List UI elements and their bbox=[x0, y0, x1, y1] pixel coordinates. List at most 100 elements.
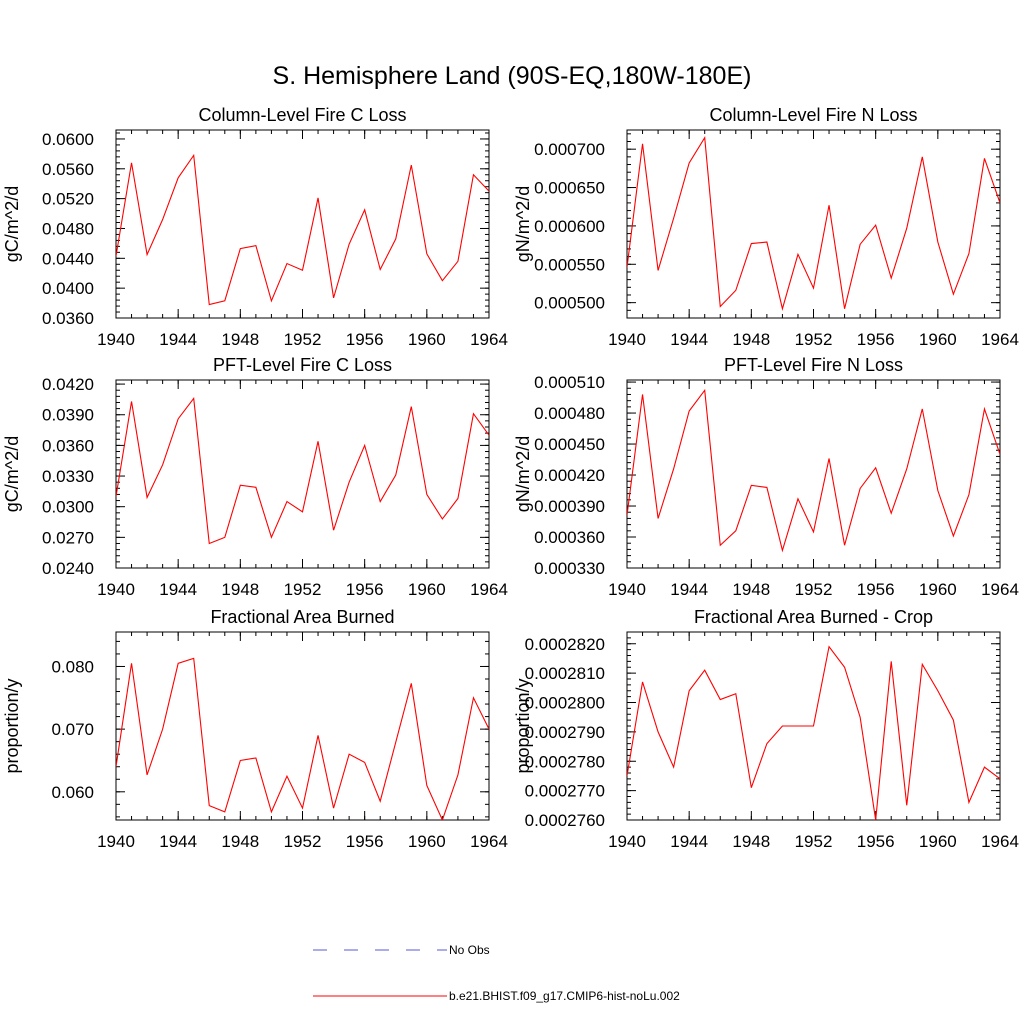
y-tick-label: 0.000420 bbox=[534, 466, 605, 485]
y-tick-label: 0.000700 bbox=[534, 140, 605, 159]
y-tick-label: 0.0390 bbox=[42, 406, 94, 425]
x-tick-label: 1960 bbox=[919, 832, 957, 851]
chart-panel-3: PFT-Level Fire C Loss gC/m^2/d 1940 1944 194… bbox=[2, 355, 508, 599]
x-tick-label: 1960 bbox=[408, 580, 446, 599]
x-tick-label: 1940 bbox=[608, 330, 646, 349]
y-tick-label: 0.000330 bbox=[534, 559, 605, 578]
legend-label: No Obs bbox=[449, 943, 490, 957]
x-tick-label: 1948 bbox=[732, 580, 770, 599]
x-tick-label: 1956 bbox=[346, 330, 384, 349]
x-tick-label: 1948 bbox=[221, 580, 259, 599]
x-tick-label: 1940 bbox=[97, 330, 135, 349]
y-tick-label: 0.0002820 bbox=[525, 635, 605, 654]
panels: Column-Level Fire C Loss gC/m^2/d 1940 1944… bbox=[2, 105, 1019, 851]
series-line bbox=[116, 657, 489, 820]
y-tick-label: 0.0002810 bbox=[525, 664, 605, 683]
chart-panel-2: Column-Level Fire N Loss gN/m^2/d 1940 1944… bbox=[513, 105, 1019, 349]
plot-frame bbox=[115, 379, 490, 569]
x-tick-label: 1948 bbox=[732, 330, 770, 349]
x-tick-label: 1940 bbox=[608, 580, 646, 599]
x-tick-label: 1948 bbox=[221, 832, 259, 851]
x-tick-label: 1944 bbox=[159, 330, 197, 349]
x-tick-label: 1964 bbox=[981, 330, 1019, 349]
series-line bbox=[116, 396, 489, 545]
y-tick-label: 0.0520 bbox=[42, 190, 94, 209]
y-tick-label: 0.0440 bbox=[42, 249, 94, 268]
x-tick-label: 1940 bbox=[608, 832, 646, 851]
x-tick-label: 1956 bbox=[346, 832, 384, 851]
y-tick-label: 0.0240 bbox=[42, 559, 94, 578]
x-tick-label: 1956 bbox=[857, 330, 895, 349]
y-tick-label: 0.0360 bbox=[42, 309, 94, 328]
y-tick-label: 0.0300 bbox=[42, 498, 94, 517]
series-line bbox=[627, 645, 1000, 820]
y-tick-label: 0.0480 bbox=[42, 219, 94, 238]
y-tick-label: 0.060 bbox=[51, 783, 94, 802]
x-tick-label: 1960 bbox=[408, 330, 446, 349]
y-tick-label: 0.0002760 bbox=[525, 811, 605, 830]
x-tick-label: 1956 bbox=[857, 832, 895, 851]
x-tick-label: 1948 bbox=[732, 832, 770, 851]
x-tick-label: 1952 bbox=[284, 580, 322, 599]
y-tick-label: 0.000600 bbox=[534, 217, 605, 236]
plot-frame bbox=[115, 631, 490, 821]
y-tick-label: 0.000390 bbox=[534, 497, 605, 516]
chart-panel-5: Fractional Area Burned proportion/y 1940 19… bbox=[2, 607, 508, 851]
x-tick-label: 1960 bbox=[919, 580, 957, 599]
y-axis-label: proportion/y bbox=[2, 678, 22, 773]
panel-title: PFT-Level Fire C Loss bbox=[213, 355, 392, 375]
x-tick-label: 1948 bbox=[221, 330, 259, 349]
y-tick-label: 0.000650 bbox=[534, 179, 605, 198]
y-tick-label: 0.000550 bbox=[534, 255, 605, 274]
x-tick-label: 1940 bbox=[97, 832, 135, 851]
y-axis-label: proportion/y bbox=[513, 678, 533, 773]
x-tick-label: 1944 bbox=[670, 580, 708, 599]
x-tick-label: 1944 bbox=[670, 330, 708, 349]
x-tick-label: 1956 bbox=[346, 580, 384, 599]
y-tick-label: 0.0270 bbox=[42, 528, 94, 547]
chart-panel-4: PFT-Level Fire N Loss gN/m^2/d 1940 1944 194… bbox=[513, 355, 1019, 599]
y-tick-label: 0.000510 bbox=[534, 373, 605, 392]
plot-frame bbox=[626, 379, 1001, 569]
y-axis-label: gC/m^2/d bbox=[2, 436, 22, 512]
x-tick-label: 1952 bbox=[284, 832, 322, 851]
x-tick-label: 1952 bbox=[795, 580, 833, 599]
y-tick-label: 0.0600 bbox=[42, 130, 94, 149]
y-axis-label: gC/m^2/d bbox=[2, 186, 22, 262]
x-tick-label: 1960 bbox=[408, 832, 446, 851]
series-line bbox=[627, 388, 1000, 553]
x-tick-label: 1940 bbox=[97, 580, 135, 599]
y-tick-label: 0.0002780 bbox=[525, 752, 605, 771]
x-tick-label: 1964 bbox=[981, 832, 1019, 851]
x-tick-label: 1952 bbox=[284, 330, 322, 349]
panel-title: Fractional Area Burned - Crop bbox=[694, 607, 933, 627]
x-tick-label: 1952 bbox=[795, 330, 833, 349]
y-tick-label: 0.0002790 bbox=[525, 723, 605, 742]
y-tick-label: 0.000360 bbox=[534, 528, 605, 547]
panel-title: Column-Level Fire N Loss bbox=[709, 105, 917, 125]
legend-item: b.e21.BHIST.f09_g17.CMIP6-hist-noLu.002 bbox=[313, 989, 680, 1003]
panel-title: PFT-Level Fire N Loss bbox=[724, 355, 903, 375]
panel-title: Column-Level Fire C Loss bbox=[198, 105, 406, 125]
legend: No Obs b.e21.BHIST.f09_g17.CMIP6-hist-noL… bbox=[313, 943, 680, 1003]
y-tick-label: 0.070 bbox=[51, 720, 94, 739]
x-tick-label: 1964 bbox=[470, 832, 508, 851]
y-tick-label: 0.080 bbox=[51, 657, 94, 676]
plot-frame bbox=[115, 129, 490, 319]
plot-frame bbox=[626, 129, 1001, 319]
chart-panel-6: Fractional Area Burned - Crop proportion/… bbox=[513, 607, 1019, 851]
y-tick-label: 0.0330 bbox=[42, 467, 94, 486]
series-line bbox=[627, 135, 1000, 311]
y-tick-label: 0.000500 bbox=[534, 294, 605, 313]
series-line bbox=[116, 153, 489, 306]
y-tick-label: 0.0002770 bbox=[525, 782, 605, 801]
x-tick-label: 1960 bbox=[919, 330, 957, 349]
y-tick-label: 0.000480 bbox=[534, 404, 605, 423]
x-tick-label: 1944 bbox=[159, 580, 197, 599]
x-tick-label: 1964 bbox=[470, 580, 508, 599]
legend-label: b.e21.BHIST.f09_g17.CMIP6-hist-noLu.002 bbox=[449, 989, 680, 1003]
y-tick-label: 0.0560 bbox=[42, 160, 94, 179]
y-tick-label: 0.000450 bbox=[534, 435, 605, 454]
legend-item: No Obs bbox=[313, 943, 490, 957]
